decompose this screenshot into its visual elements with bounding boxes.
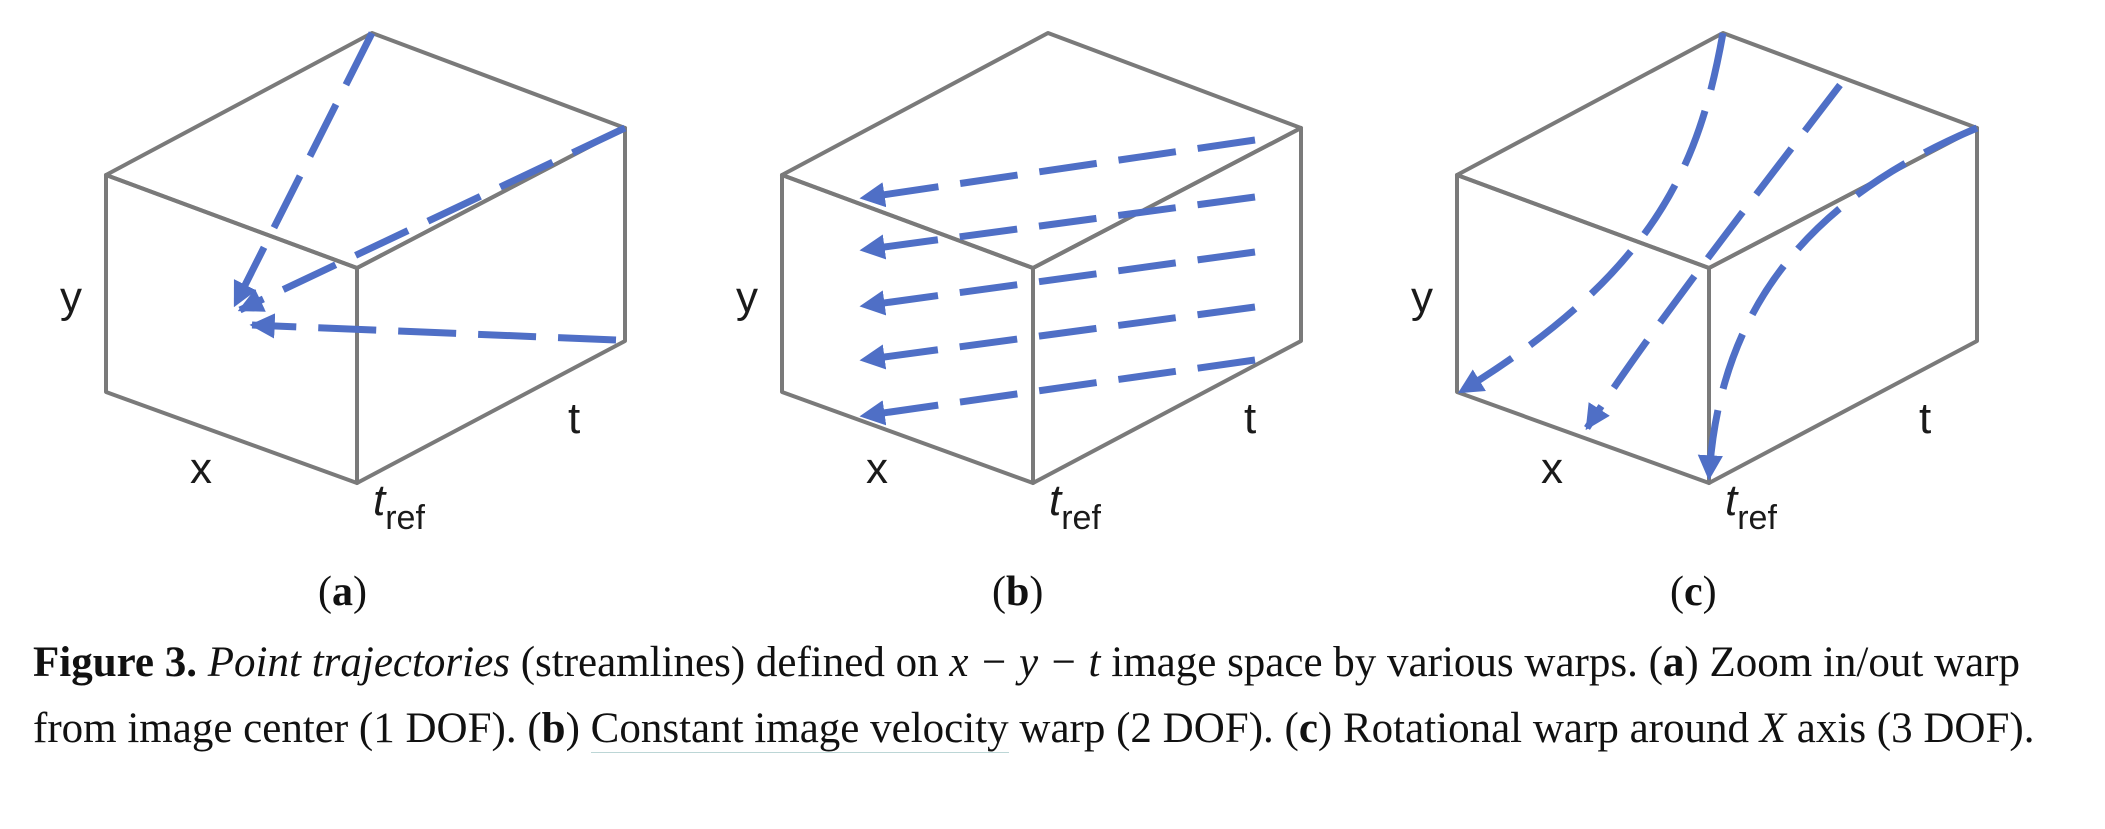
figure-caption: Figure 3. Point trajectories (streamline… xyxy=(33,630,2083,762)
axis-label-y: y xyxy=(1411,273,1433,322)
axis-label-y: y xyxy=(736,273,758,322)
axis-label-t: t xyxy=(1244,394,1256,443)
panel-label-a: (a) xyxy=(318,569,367,615)
panel-b: y x t tref (b) xyxy=(736,31,1303,615)
caption-ref-c: c xyxy=(1298,705,1318,752)
streamlines-c xyxy=(1457,32,1979,481)
cube-a xyxy=(104,31,627,485)
caption-text: ) Rotational warp around xyxy=(1317,705,1760,752)
streamline-b-4 xyxy=(859,303,1256,370)
caption-ref-a: a xyxy=(1662,639,1685,686)
axis-label-x: x xyxy=(866,444,888,493)
caption-text: ) xyxy=(565,705,591,752)
streamline-c-1 xyxy=(1457,32,1727,395)
panel-a: y x t tref (a) xyxy=(60,31,627,615)
caption-text: (streamlines) defined on xyxy=(509,639,950,686)
t-ref-main: t xyxy=(1049,476,1063,525)
streamline-a-3 xyxy=(249,313,617,344)
caption-ref-b: b xyxy=(541,705,566,752)
panel-label-c: (c) xyxy=(1670,569,1717,615)
caption-italic-term: Point trajectories xyxy=(207,639,510,686)
axis-label-x: x xyxy=(190,444,212,493)
caption-math-xyt: x − y − t xyxy=(949,639,1101,686)
caption-math-X: X xyxy=(1759,705,1787,752)
t-ref-subscript: ref xyxy=(1061,499,1101,537)
axis-label-y: y xyxy=(60,273,82,322)
t-ref-label: tref xyxy=(1725,476,1777,537)
caption-text: image space by various warps. ( xyxy=(1100,639,1663,686)
t-ref-label: tref xyxy=(373,476,425,537)
streamline-c-3 xyxy=(1697,124,1979,481)
streamline-b-1 xyxy=(859,136,1256,208)
caption-text: ) Zoom in/out warp from image center (1 … xyxy=(33,639,2020,752)
axis-label-t: t xyxy=(1919,394,1931,443)
streamline-b-3 xyxy=(859,248,1256,316)
panel-label-b: (b) xyxy=(992,569,1043,615)
streamlines-b xyxy=(859,136,1256,426)
t-ref-subscript: ref xyxy=(385,499,425,537)
t-ref-main: t xyxy=(1725,476,1739,525)
axis-label-t: t xyxy=(568,394,580,443)
t-ref-main: t xyxy=(373,476,387,525)
caption-text: warp (2 DOF). ( xyxy=(1008,705,1299,752)
caption-underlined: Constant image velocity xyxy=(590,705,1009,753)
caption-text: axis (3 DOF). xyxy=(1786,705,2035,752)
streamlines-a xyxy=(231,31,627,344)
streamline-c-2 xyxy=(1584,82,1843,431)
streamline-b-5 xyxy=(859,356,1256,426)
figure-label: Figure 3. xyxy=(33,639,198,686)
axis-label-x: x xyxy=(1541,444,1563,493)
panel-c: y x t tref (c) xyxy=(1411,31,1979,615)
t-ref-subscript: ref xyxy=(1737,499,1777,537)
cube-b xyxy=(780,31,1303,485)
streamline-b-2 xyxy=(859,193,1256,260)
streamline-a-2 xyxy=(237,124,627,314)
t-ref-label: tref xyxy=(1049,476,1101,537)
streamline-a-1 xyxy=(231,31,376,308)
